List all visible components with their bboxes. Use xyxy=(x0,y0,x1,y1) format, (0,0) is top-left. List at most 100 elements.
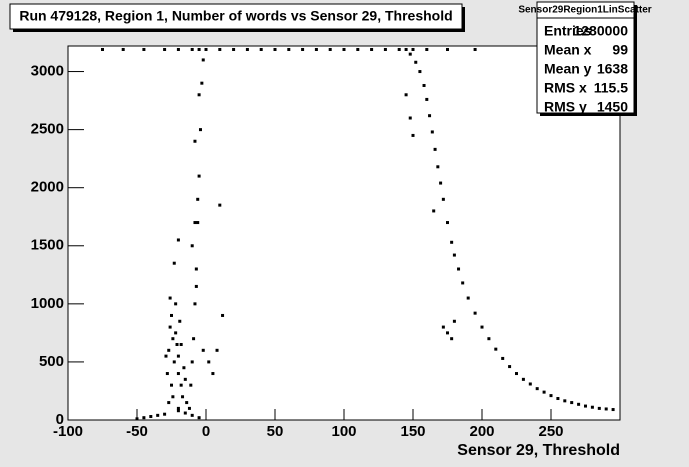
point xyxy=(190,47,194,51)
point xyxy=(193,139,197,143)
point xyxy=(207,360,211,364)
point xyxy=(176,238,180,242)
point xyxy=(441,325,445,329)
point xyxy=(176,409,180,413)
point xyxy=(167,401,171,405)
point xyxy=(201,58,205,62)
point xyxy=(194,267,198,271)
point xyxy=(408,116,412,120)
x-tick-label: 100 xyxy=(331,423,356,440)
point xyxy=(149,415,153,419)
point xyxy=(563,399,567,403)
chart-title: Run 479128, Region 1, Number of words vs… xyxy=(19,8,452,24)
stats-label: Mean y xyxy=(544,61,592,77)
point xyxy=(433,147,437,151)
point xyxy=(168,296,172,300)
title-box xyxy=(9,3,463,30)
stats-label: Entries xyxy=(544,23,592,39)
point xyxy=(189,383,193,387)
point xyxy=(515,372,518,376)
point xyxy=(218,203,222,207)
y-tick-label: 500 xyxy=(39,353,64,370)
point xyxy=(163,412,167,416)
point xyxy=(425,47,429,51)
point xyxy=(170,383,173,387)
point xyxy=(197,47,201,51)
point xyxy=(494,347,498,351)
point xyxy=(383,47,387,51)
point xyxy=(176,354,180,358)
point xyxy=(570,401,574,405)
stats-name: Sensor29Region1LinScatter xyxy=(518,5,651,16)
point xyxy=(215,348,219,352)
point xyxy=(179,383,183,387)
point xyxy=(436,165,440,169)
point xyxy=(142,47,146,51)
point xyxy=(183,411,187,415)
point xyxy=(197,93,201,97)
point xyxy=(328,47,332,51)
stats-value: 99 xyxy=(612,42,628,58)
point xyxy=(450,337,454,341)
point xyxy=(187,406,191,410)
point xyxy=(441,197,445,201)
point xyxy=(508,365,512,369)
y-tick-label: 0 xyxy=(56,411,64,428)
point xyxy=(342,47,346,51)
point xyxy=(101,47,104,51)
point xyxy=(170,313,173,317)
point xyxy=(287,47,291,51)
point xyxy=(185,401,189,405)
point xyxy=(521,377,525,381)
point xyxy=(197,174,201,178)
point xyxy=(181,395,185,399)
x-tick-label: -100 xyxy=(53,423,83,440)
point xyxy=(218,47,222,51)
point xyxy=(232,47,236,51)
point xyxy=(422,83,426,87)
x-tick-label: 150 xyxy=(400,423,425,440)
point xyxy=(611,408,615,412)
y-tick-label: 1000 xyxy=(31,295,64,312)
point xyxy=(556,397,560,401)
point xyxy=(411,133,415,137)
point xyxy=(190,360,194,364)
x-tick-label: 250 xyxy=(538,423,563,440)
point xyxy=(528,382,532,386)
y-tick-label: 1500 xyxy=(31,237,64,254)
point xyxy=(542,390,546,394)
point xyxy=(604,407,608,411)
point xyxy=(174,331,178,335)
point xyxy=(200,81,204,85)
point xyxy=(356,47,360,51)
stats-value: 1450 xyxy=(597,99,628,115)
point xyxy=(461,281,465,285)
point xyxy=(142,416,146,420)
point xyxy=(171,395,175,399)
stats-frame xyxy=(536,1,635,114)
point xyxy=(432,209,436,213)
point xyxy=(121,47,125,51)
point xyxy=(457,267,461,271)
point xyxy=(446,47,449,51)
point xyxy=(176,406,180,410)
point xyxy=(182,366,186,370)
point xyxy=(211,372,215,376)
point xyxy=(301,47,305,51)
point xyxy=(584,404,587,408)
point xyxy=(165,372,169,376)
point xyxy=(428,114,432,118)
point xyxy=(397,47,401,51)
point xyxy=(221,313,225,317)
point xyxy=(597,406,601,410)
point xyxy=(174,302,178,306)
point xyxy=(452,253,456,257)
stats-value: 115.5 xyxy=(594,80,628,96)
x-tick-label: -50 xyxy=(126,423,148,440)
point xyxy=(198,128,202,132)
point xyxy=(446,331,449,335)
y-tick-label: 2000 xyxy=(31,179,64,196)
point xyxy=(501,356,505,360)
stats-label: RMS x xyxy=(544,80,587,96)
point xyxy=(430,130,434,134)
